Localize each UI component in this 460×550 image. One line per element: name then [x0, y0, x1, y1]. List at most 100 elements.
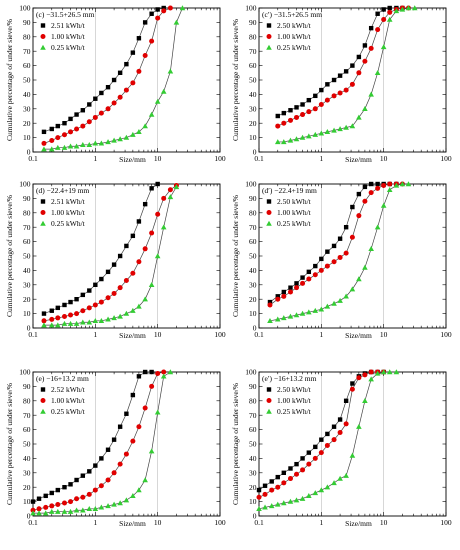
- data-point-triangle-marker: [287, 313, 294, 319]
- data-point-square-marker: [281, 110, 287, 116]
- data-point-circle-marker: [294, 285, 300, 291]
- data-point-triangle-marker: [61, 508, 68, 514]
- legend: 2.50 kWh/t 1.00 kWh/t 0.25 kWh/t: [266, 197, 312, 228]
- data-point-circle-marker: [368, 190, 374, 196]
- legend: 2.51 kWh/t 1.00 kWh/t 0.25 kWh/t: [40, 197, 86, 228]
- data-point-triangle-marker: [123, 310, 130, 316]
- data-point-circle-marker: [324, 442, 330, 448]
- y-tick-label: 30: [249, 280, 257, 289]
- legend-label: 1.00 kWh/t: [51, 32, 86, 41]
- data-point-triangle-marker: [393, 369, 400, 375]
- data-point-triangle-marker: [374, 224, 381, 230]
- y-tick-label: 100: [19, 4, 31, 13]
- y-tick-label: 80: [23, 396, 31, 405]
- data-point-square-marker: [93, 463, 98, 468]
- series-3: [41, 5, 186, 152]
- y-tick-label: 50: [249, 440, 257, 449]
- legend-label: 2.51 kWh/t: [51, 21, 86, 30]
- y-tick-label: 60: [23, 425, 31, 434]
- data-point-circle-marker: [167, 5, 173, 11]
- data-point-triangle-marker: [293, 312, 300, 318]
- data-point-square-marker: [294, 281, 299, 286]
- y-tick-label: 100: [245, 4, 257, 13]
- legend-square-marker: [40, 23, 46, 28]
- data-point-square-marker: [331, 243, 337, 249]
- data-point-circle-marker: [55, 135, 61, 141]
- data-point-square-marker: [362, 43, 368, 48]
- data-point-square-marker: [350, 63, 355, 68]
- x-tick-label: 0.1: [254, 330, 264, 339]
- data-point-triangle-marker: [386, 186, 393, 192]
- y-axis-label: Cumulative percentage of under sieve/%: [231, 383, 240, 505]
- data-point-triangle-marker: [405, 181, 412, 187]
- data-point-circle-marker: [74, 126, 80, 132]
- legend-triangle-marker: [266, 220, 272, 226]
- data-point-square-marker: [136, 219, 142, 224]
- data-point-circle-marker: [61, 500, 67, 506]
- data-point-square-marker: [36, 496, 42, 501]
- data-point-circle-marker: [349, 81, 355, 87]
- data-point-triangle-marker: [48, 508, 55, 514]
- data-point-circle-marker: [356, 70, 362, 76]
- data-point-triangle-marker: [67, 143, 74, 149]
- chart-panel-5: 0.1 1 10 100 0 10 20 30 40 50 60 70 80 90 100 Size/mm Cu…: [5, 368, 226, 528]
- data-point-triangle-marker: [287, 137, 294, 143]
- data-point-triangle-marker: [154, 253, 161, 259]
- y-tick-label: 10: [23, 497, 31, 506]
- data-point-triangle-marker: [306, 133, 312, 139]
- data-point-triangle-marker: [299, 134, 306, 140]
- data-point-triangle-marker: [86, 319, 93, 325]
- data-point-circle-marker: [74, 496, 80, 502]
- data-point-triangle-marker: [331, 300, 337, 306]
- y-tick-label: 10: [23, 309, 31, 318]
- data-point-circle-marker: [80, 308, 86, 314]
- data-point-square-marker: [142, 201, 148, 207]
- panel-label: (e) −16+13.2 mm: [36, 374, 89, 383]
- data-point-triangle-marker: [142, 296, 148, 302]
- data-point-square-marker: [68, 116, 73, 122]
- data-point-square-marker: [306, 450, 312, 455]
- data-point-circle-marker: [343, 250, 349, 256]
- data-point-triangle-marker: [405, 5, 412, 11]
- data-point-square-marker: [313, 444, 318, 450]
- x-tick-label: 0.1: [254, 154, 264, 163]
- data-point-triangle-marker: [293, 136, 300, 142]
- data-point-triangle-marker: [306, 309, 312, 315]
- data-point-square-marker: [99, 276, 104, 282]
- y-axis-label: Cumulative percentage of under sieve/%: [5, 383, 14, 505]
- data-point-triangle-marker: [343, 293, 349, 299]
- data-point-triangle-marker: [293, 497, 300, 503]
- legend-triangle-marker: [40, 408, 46, 414]
- data-point-circle-marker: [155, 211, 161, 217]
- data-point-triangle-marker: [299, 495, 306, 501]
- data-point-circle-marker: [269, 487, 275, 493]
- data-point-triangle-marker: [117, 136, 123, 142]
- data-point-square-marker: [319, 437, 324, 442]
- data-point-square-marker: [281, 470, 287, 475]
- data-point-triangle-marker: [393, 182, 400, 188]
- data-point-square-marker: [155, 181, 160, 187]
- data-point-triangle-marker: [356, 114, 362, 120]
- data-point-square-marker: [356, 54, 362, 60]
- y-axis-label: Cumulative percentage of under sieve/%: [5, 19, 14, 141]
- data-point-square-marker: [136, 36, 142, 41]
- y-tick-label: 80: [23, 32, 31, 41]
- y-tick-label: 60: [23, 61, 31, 70]
- y-tick-label: 50: [249, 252, 257, 261]
- data-point-circle-marker: [49, 503, 55, 509]
- data-point-circle-marker: [149, 383, 155, 389]
- data-point-circle-marker: [381, 17, 387, 23]
- data-point-square-marker: [149, 186, 154, 191]
- y-tick-label: 60: [249, 237, 257, 246]
- data-point-square-marker: [142, 20, 148, 25]
- data-point-circle-marker: [117, 285, 123, 291]
- data-point-triangle-marker: [80, 142, 86, 147]
- y-tick-label: 0: [253, 148, 257, 157]
- data-point-triangle-marker: [173, 184, 180, 190]
- x-tick-label: 100: [440, 154, 452, 163]
- data-point-triangle-marker: [55, 322, 61, 328]
- data-point-triangle-marker: [41, 146, 47, 152]
- data-point-triangle-marker: [349, 123, 356, 129]
- data-point-triangle-marker: [386, 369, 393, 375]
